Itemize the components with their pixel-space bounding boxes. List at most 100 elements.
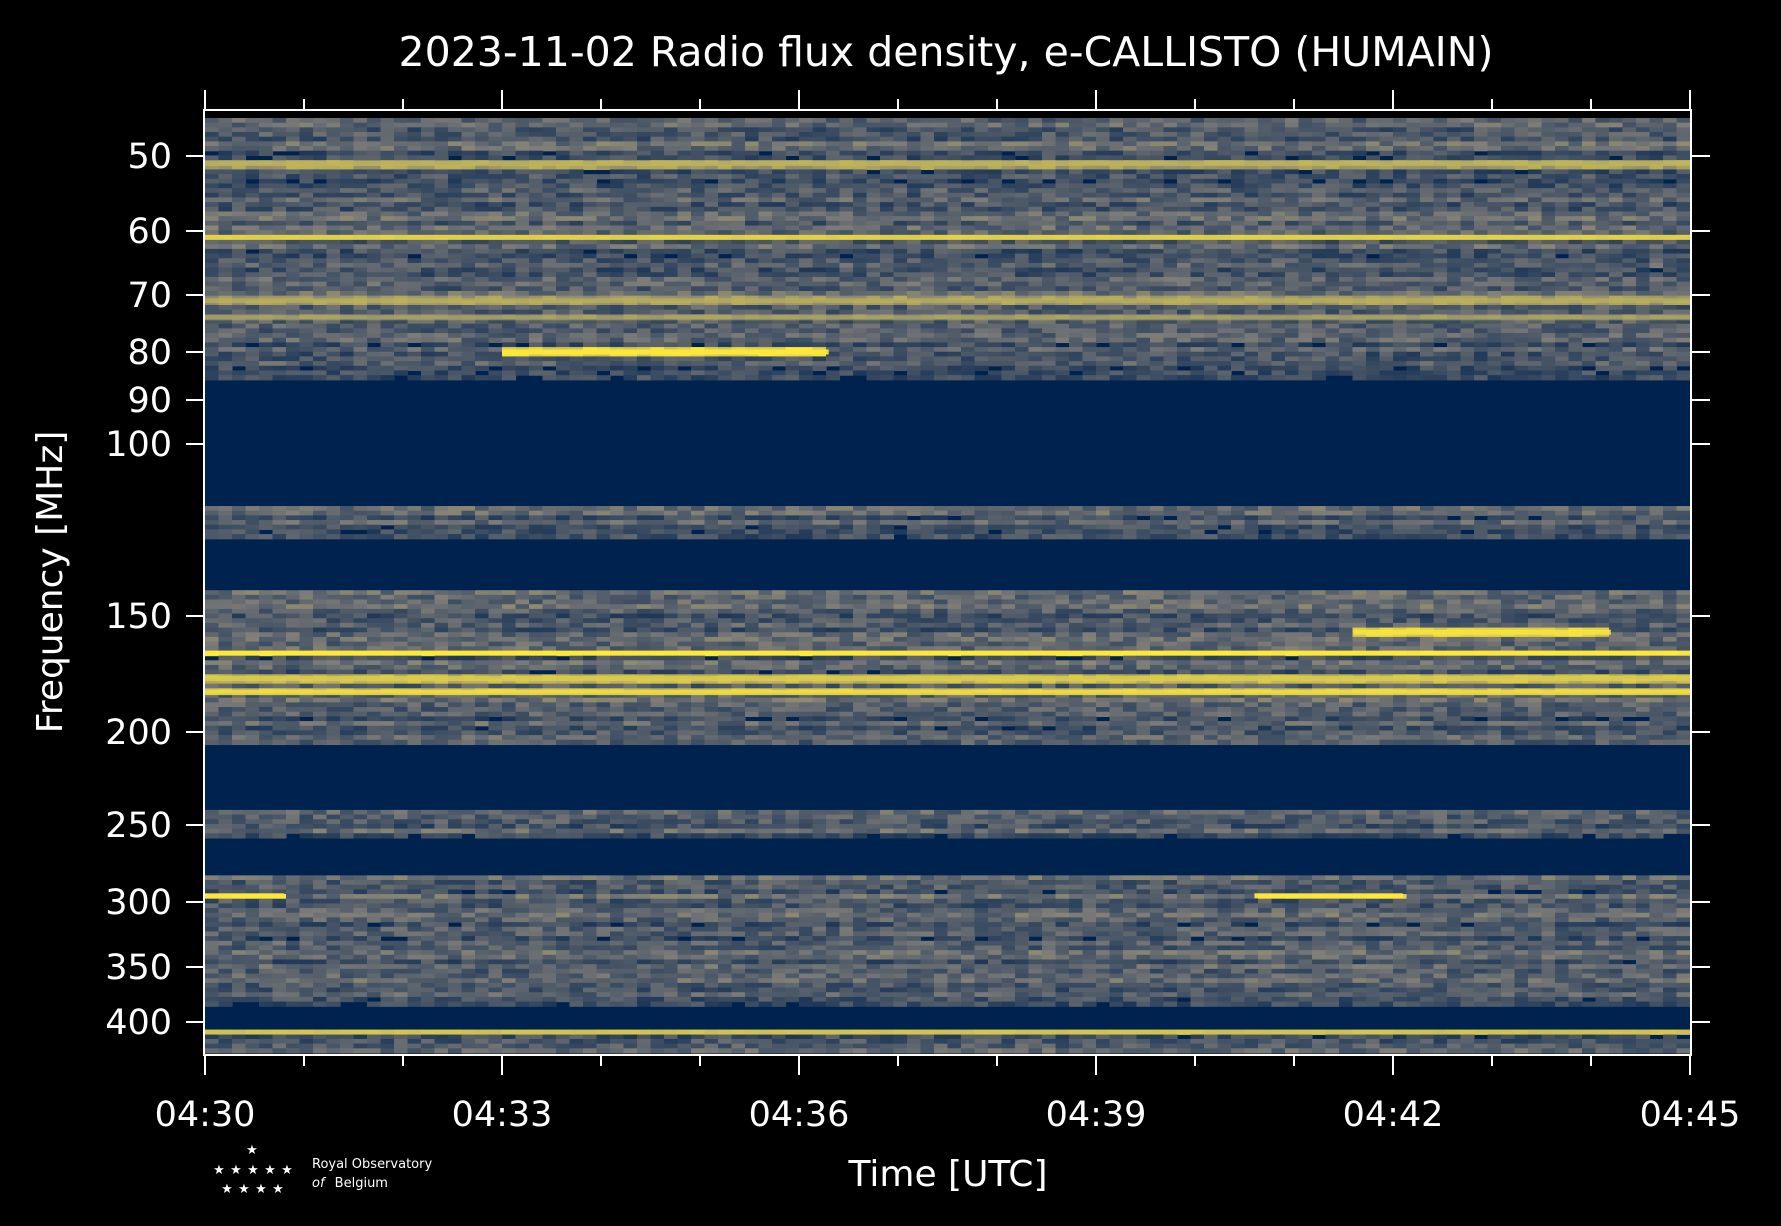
heatmap-cell (245, 122, 260, 128)
heatmap-cell (1190, 225, 1205, 231)
heatmap-cell (961, 272, 976, 278)
heatmap-cell (1109, 328, 1124, 334)
heatmap-cell (1622, 281, 1637, 287)
heatmap-cell (313, 244, 328, 250)
heatmap-cell (556, 309, 571, 315)
heatmap-cell (988, 230, 1003, 236)
heatmap-cell (988, 202, 1003, 208)
heatmap-cell (610, 150, 625, 156)
heatmap-cell (812, 211, 827, 217)
heatmap-cell (623, 118, 638, 124)
heatmap-cell (974, 150, 989, 156)
heatmap-cell (1555, 276, 1570, 283)
heatmap-cell (218, 174, 233, 180)
heatmap-cell (1501, 132, 1516, 138)
heatmap-cell (1420, 230, 1435, 236)
heatmap-cell (1258, 150, 1273, 156)
heatmap-cell (448, 328, 463, 334)
heatmap-cell (245, 225, 260, 231)
heatmap-cell (1244, 239, 1259, 245)
heatmap-cell (1190, 146, 1205, 152)
heatmap-cell (502, 230, 517, 236)
heatmap-cell (1379, 272, 1394, 278)
heatmap-cell (1069, 319, 1084, 325)
heatmap-cell (421, 276, 436, 283)
heatmap-cell (1460, 239, 1475, 245)
heatmap-cell (826, 309, 841, 315)
heatmap-cell (407, 290, 422, 297)
heatmap-cell (232, 267, 247, 273)
heatmap-cell (704, 286, 719, 292)
heatmap-cell (1514, 286, 1529, 292)
heatmap-cell (772, 197, 787, 203)
heatmap-cell (1460, 220, 1475, 227)
heatmap-cell (1636, 216, 1651, 222)
heatmap-cell (1447, 248, 1462, 255)
heatmap-cell (502, 328, 517, 334)
heatmap-cell (934, 211, 949, 217)
heatmap-cell (637, 164, 652, 171)
heatmap-cell (1109, 286, 1124, 292)
heatmap-cell (1028, 188, 1043, 194)
heatmap-cell (664, 225, 679, 231)
heatmap-cell (1055, 225, 1070, 231)
heatmap-cell (515, 281, 530, 287)
heatmap-cell (475, 202, 490, 208)
heatmap-cell (367, 220, 382, 227)
heatmap-cell (313, 220, 328, 227)
heatmap-cell (947, 136, 962, 142)
heatmap-cell (1069, 178, 1084, 185)
heatmap-cell (1663, 211, 1678, 217)
heatmap-cell (394, 220, 409, 227)
heatmap-cell (1406, 202, 1421, 208)
heatmap-cell (1676, 146, 1691, 152)
heatmap-cell (434, 136, 449, 142)
heatmap-cell (1231, 276, 1246, 283)
heatmap-cell (691, 174, 706, 180)
heatmap-cell (1055, 122, 1070, 128)
heatmap-cell (1082, 309, 1097, 315)
heatmap-cell (394, 183, 409, 189)
heatmap-cell (542, 262, 557, 269)
heatmap-cell (1460, 267, 1475, 273)
heatmap-cell (1204, 132, 1219, 138)
heatmap-cell (218, 183, 233, 189)
heatmap-cell (1271, 319, 1286, 325)
heatmap-cell (1447, 272, 1462, 278)
heatmap-cell (1177, 276, 1192, 283)
heatmap-cell (1393, 286, 1408, 292)
heatmap-cell (461, 188, 476, 194)
heatmap-cell (1474, 309, 1489, 315)
heatmap-cell (1285, 230, 1300, 236)
heatmap-cell (488, 225, 503, 231)
heatmap-cell (205, 122, 220, 128)
heatmap-cell (448, 174, 463, 180)
heatmap-cell (232, 146, 247, 152)
heatmap-cell (542, 328, 557, 334)
heatmap-cell (893, 197, 908, 203)
heatmap-cell (880, 146, 895, 152)
heatmap-cell (1298, 253, 1313, 259)
heatmap-cell (1352, 267, 1367, 273)
heatmap-cell (731, 174, 746, 180)
heatmap-cell (610, 132, 625, 138)
heatmap-cell (610, 174, 625, 180)
heatmap-cell (1460, 272, 1475, 278)
heatmap-cell (1096, 225, 1111, 231)
heatmap-cell (488, 197, 503, 203)
heatmap-cell (326, 328, 341, 334)
heatmap-cell (286, 192, 301, 199)
heatmap-cell (1541, 286, 1556, 292)
heatmap-cell (1541, 136, 1556, 142)
heatmap-cell (488, 244, 503, 250)
heatmap-cell (1622, 239, 1637, 245)
heatmap-cell (1447, 230, 1462, 236)
heatmap-cell (1379, 290, 1394, 297)
heatmap-cell (1609, 262, 1624, 269)
heatmap-cell (1055, 183, 1070, 189)
heatmap-cell (313, 136, 328, 142)
heatmap-cell (610, 118, 625, 124)
heatmap-cell (853, 290, 868, 297)
heatmap-cell (1136, 328, 1151, 334)
heatmap-cell (772, 164, 787, 171)
